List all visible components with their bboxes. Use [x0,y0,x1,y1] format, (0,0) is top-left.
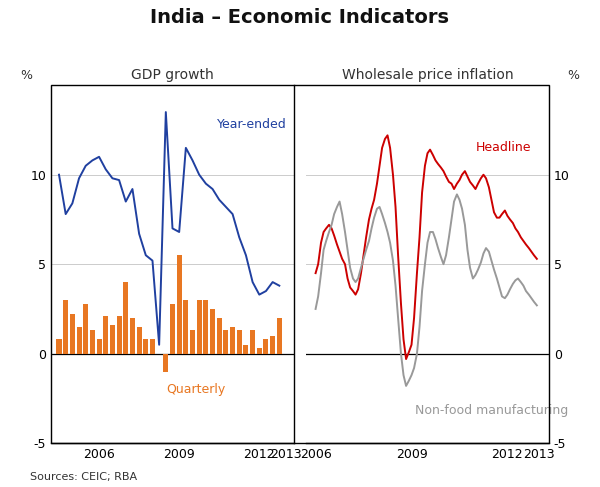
Bar [110,325,115,354]
Bar [170,303,175,354]
Bar [97,339,101,354]
Bar [150,339,155,354]
Bar [70,314,75,354]
Bar [116,316,122,354]
Text: India – Economic Indicators: India – Economic Indicators [151,7,449,27]
Bar [176,255,182,354]
Bar [250,330,255,354]
Bar [190,330,195,354]
Bar [163,354,169,372]
Text: Wholesale price inflation: Wholesale price inflation [341,68,514,82]
Bar [123,282,128,354]
Bar [270,336,275,354]
Bar [197,300,202,354]
Bar [130,318,135,354]
Text: Sources: CEIC; RBA: Sources: CEIC; RBA [30,472,137,482]
Text: GDP growth: GDP growth [131,68,214,82]
Bar [263,339,268,354]
Bar [184,300,188,354]
Bar [83,303,88,354]
Text: Quarterly: Quarterly [166,383,225,396]
Bar [137,327,142,354]
Bar [230,327,235,354]
Bar [277,318,282,354]
Bar [63,300,68,354]
Bar [77,327,82,354]
Text: Year-ended: Year-ended [217,118,286,131]
Bar [237,330,242,354]
Bar [90,330,95,354]
Bar [203,300,208,354]
Bar [244,345,248,354]
Text: %: % [21,69,33,82]
Text: Headline: Headline [475,141,531,154]
Bar [103,316,108,354]
Bar [143,339,148,354]
Bar [217,318,222,354]
Bar [210,309,215,354]
Text: %: % [568,69,580,82]
Bar [56,339,62,354]
Bar [257,348,262,354]
Bar [223,330,229,354]
Text: Non-food manufacturing: Non-food manufacturing [415,405,568,417]
